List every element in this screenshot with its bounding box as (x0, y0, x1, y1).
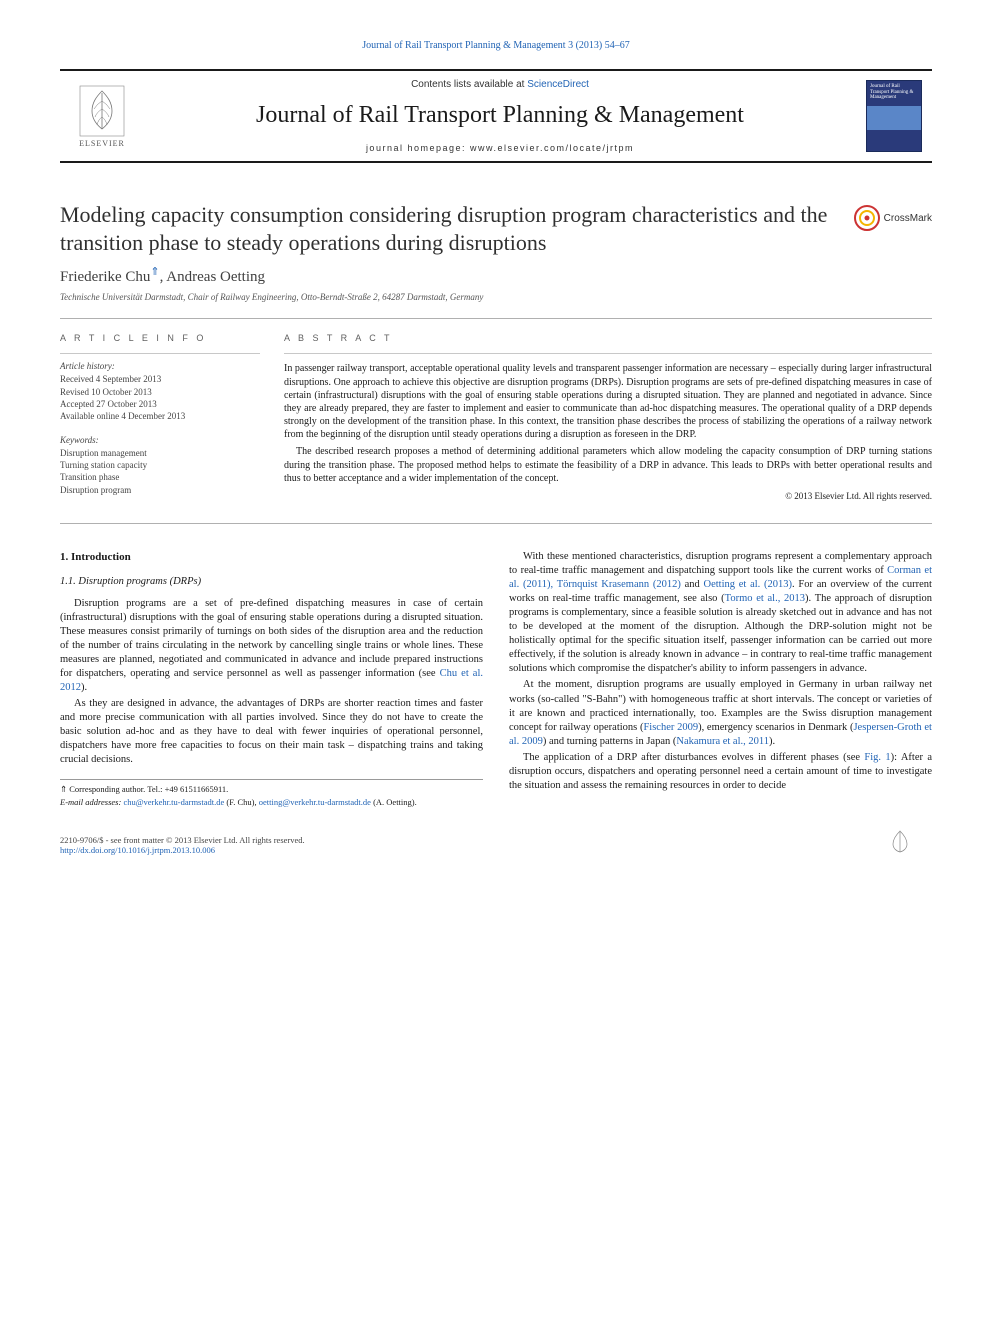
body-p4-mid2: ) and turning patterns in Japan ( (543, 736, 677, 747)
keyword: Turning station capacity (60, 459, 260, 471)
emails-label: E-mail addresses: (60, 797, 123, 807)
section-heading-1-1: 1.1. Disruption programs (DRPs) (60, 575, 483, 589)
page-footer: 2210-9706/$ - see front matter © 2013 El… (60, 827, 932, 855)
body-p5: The application of a DRP after disturban… (509, 751, 932, 793)
abstract-p1: In passenger railway transport, acceptab… (284, 362, 932, 441)
keyword: Disruption program (60, 484, 260, 496)
doi-link[interactable]: http://dx.doi.org/10.1016/j.jrtpm.2013.1… (60, 845, 305, 855)
crossmark-label: CrossMark (884, 213, 932, 224)
crossmark-badge[interactable]: CrossMark (854, 205, 932, 231)
email-2[interactable]: oetting@verkehr.tu-darmstadt.de (259, 797, 371, 807)
section-heading-1: 1. Introduction (60, 550, 483, 565)
article-title: Modeling capacity consumption considerin… (60, 201, 834, 257)
footer-left: 2210-9706/$ - see front matter © 2013 El… (60, 835, 305, 855)
sciencedirect-link[interactable]: ScienceDirect (527, 79, 589, 90)
elsevier-logo: ELSEVIER (70, 80, 134, 152)
issn-line: 2210-9706/$ - see front matter © 2013 El… (60, 835, 305, 845)
contents-line: Contents lists available at ScienceDirec… (411, 79, 589, 90)
body-p3: With these mentioned characteristics, di… (509, 550, 932, 677)
authors: Friederike Chu⇑, Andreas Oetting (60, 265, 932, 286)
email-footnote: E-mail addresses: chu@verkehr.tu-darmsta… (60, 797, 483, 808)
body-p3-lead: With these mentioned characteristics, di… (509, 551, 932, 576)
ref-tormo-2013[interactable]: Tormo et al., 2013 (725, 593, 805, 604)
body-p1-tail: ). (81, 682, 87, 693)
abstract-p2: The described research proposes a method… (284, 445, 932, 485)
header-middle: Contents lists available at ScienceDirec… (148, 79, 852, 153)
footnote-text: Corresponding author. Tel.: +49 61511665… (67, 784, 228, 794)
corresponding-footnote: ⇑ Corresponding author. Tel.: +49 615116… (60, 784, 483, 795)
abstract-heading: A B S T R A C T (284, 333, 932, 343)
running-head: Journal of Rail Transport Planning & Man… (60, 40, 932, 51)
email-1[interactable]: chu@verkehr.tu-darmstadt.de (123, 797, 224, 807)
abstract-copyright: © 2013 Elsevier Ltd. All rights reserved… (284, 491, 932, 503)
keyword: Disruption management (60, 447, 260, 459)
body-p1-text: Disruption programs are a set of pre-def… (60, 598, 483, 679)
body-p5-lead: The application of a DRP after disturban… (523, 752, 864, 763)
author-1: Friederike Chu (60, 269, 150, 285)
abstract-body: In passenger railway transport, acceptab… (284, 353, 932, 503)
affiliation: Technische Universität Darmstadt, Chair … (60, 292, 932, 302)
email-1-name: (F. Chu), (224, 797, 259, 807)
ref-nakamura-2011[interactable]: Nakamura et al., 2011 (676, 736, 769, 747)
keywords-label: Keywords: (60, 434, 260, 446)
journal-name: Journal of Rail Transport Planning & Man… (256, 102, 744, 129)
abstract-column: A B S T R A C T In passenger railway tra… (284, 333, 932, 507)
history-line: Received 4 September 2013 (60, 373, 260, 385)
title-row: Modeling capacity consumption considerin… (60, 201, 932, 257)
keywords-block: Keywords: Disruption management Turning … (60, 434, 260, 496)
body-p2: As they are designed in advance, the adv… (60, 697, 483, 767)
journal-homepage: journal homepage: www.elsevier.com/locat… (366, 143, 634, 153)
keyword: Transition phase (60, 471, 260, 483)
contents-prefix: Contents lists available at (411, 79, 527, 90)
homepage-prefix: journal homepage: (366, 143, 470, 153)
body-p3-mid1: and (681, 579, 704, 590)
running-head-link[interactable]: Journal of Rail Transport Planning & Man… (362, 40, 629, 51)
info-abstract-block: A R T I C L E I N F O Article history: R… (60, 318, 932, 524)
ref-oetting-2013[interactable]: Oetting et al. (2013) (704, 579, 793, 590)
body-p4-tail: ). (769, 736, 775, 747)
body-p4-mid1: ), emergency scenarios in Denmark ( (698, 722, 853, 733)
elsevier-tree-icon (873, 829, 927, 853)
body-columns: 1. Introduction 1.1. Disruption programs… (60, 550, 932, 809)
author-rest: , Andreas Oetting (160, 269, 265, 285)
article-history-block: Article history: Received 4 September 20… (60, 353, 260, 422)
body-p3-tail: ). The approach of disruption programs i… (509, 593, 932, 674)
crossmark-icon (854, 205, 880, 231)
journal-cover-thumb: Journal of Rail Transport Planning & Man… (866, 80, 922, 152)
history-label: Article history: (60, 360, 260, 372)
elsevier-tree-icon (79, 85, 125, 137)
body-p1: Disruption programs are a set of pre-def… (60, 597, 483, 695)
ref-fig-1[interactable]: Fig. 1 (864, 752, 890, 763)
email-2-name: (A. Oetting). (371, 797, 417, 807)
article-info-column: A R T I C L E I N F O Article history: R… (60, 333, 260, 507)
footer-elsevier-logo (868, 827, 932, 855)
footnote-block: ⇑ Corresponding author. Tel.: +49 615116… (60, 779, 483, 808)
article-info-heading: A R T I C L E I N F O (60, 333, 260, 343)
body-p4: At the moment, disruption programs are u… (509, 678, 932, 748)
history-line: Available online 4 December 2013 (60, 410, 260, 422)
corresponding-marker: ⇑ (150, 266, 159, 278)
publisher-caption: ELSEVIER (79, 139, 125, 148)
cover-caption: Journal of Rail Transport Planning & Man… (870, 84, 913, 100)
history-line: Revised 10 October 2013 (60, 386, 260, 398)
ref-fischer-2009[interactable]: Fischer 2009 (643, 722, 698, 733)
journal-header: ELSEVIER Contents lists available at Sci… (60, 69, 932, 163)
homepage-url[interactable]: www.elsevier.com/locate/jrtpm (470, 143, 634, 153)
history-line: Accepted 27 October 2013 (60, 398, 260, 410)
